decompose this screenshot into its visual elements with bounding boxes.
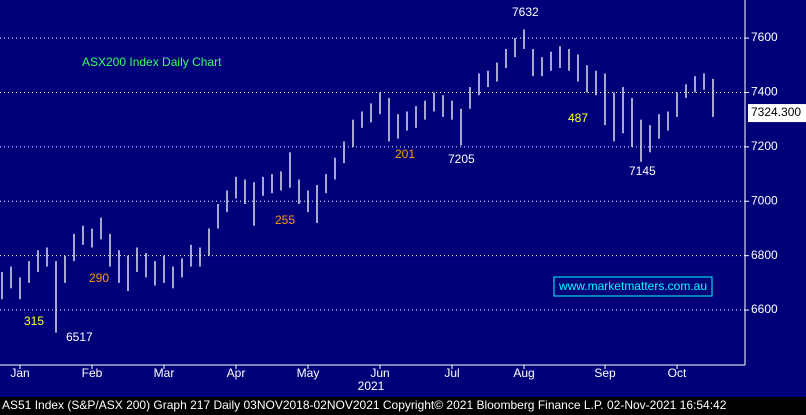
x-tick-label: Sep	[594, 366, 616, 380]
x-tick-label: Apr	[227, 366, 246, 380]
x-tick-label: Mar	[154, 366, 175, 380]
annotation: 487	[568, 111, 588, 125]
x-tick-label: Aug	[513, 366, 534, 380]
x-tick-label: Oct	[668, 366, 687, 380]
watermark: www.marketmatters.com.au	[558, 279, 707, 293]
x-tick-label: Jul	[444, 366, 459, 380]
annotation: 7632	[512, 5, 539, 19]
chart-title: ASX200 Index Daily Chart	[82, 55, 222, 69]
annotation: 7205	[448, 152, 475, 166]
annotation: 255	[275, 213, 295, 227]
x-tick-label: Jan	[10, 366, 29, 380]
y-tick-label: 7600	[751, 30, 778, 44]
y-tick-label: 7000	[751, 193, 778, 207]
watermark-box	[553, 276, 713, 297]
last-price-box	[748, 104, 806, 123]
annotation: 290	[89, 271, 109, 285]
x-tick-label: Feb	[82, 366, 103, 380]
x-tick-label: May	[297, 366, 320, 380]
footer: AS51 Index (S&P/ASX 200) Graph 217 Daily…	[2, 398, 727, 412]
annotation: 6517	[66, 330, 93, 344]
year-label: 2021	[358, 379, 385, 393]
annotation: 315	[24, 314, 44, 328]
y-tick-label: 6800	[751, 248, 778, 262]
x-tick-label: Jun	[370, 366, 389, 380]
annotation: 201	[395, 147, 415, 161]
y-tick-label: 6600	[751, 302, 778, 316]
footer-bar	[0, 397, 806, 415]
annotation: 7145	[629, 164, 656, 178]
y-tick-label: 7400	[751, 85, 778, 99]
last-price-label: 7324.300	[751, 105, 801, 119]
y-tick-label: 7200	[751, 139, 778, 153]
